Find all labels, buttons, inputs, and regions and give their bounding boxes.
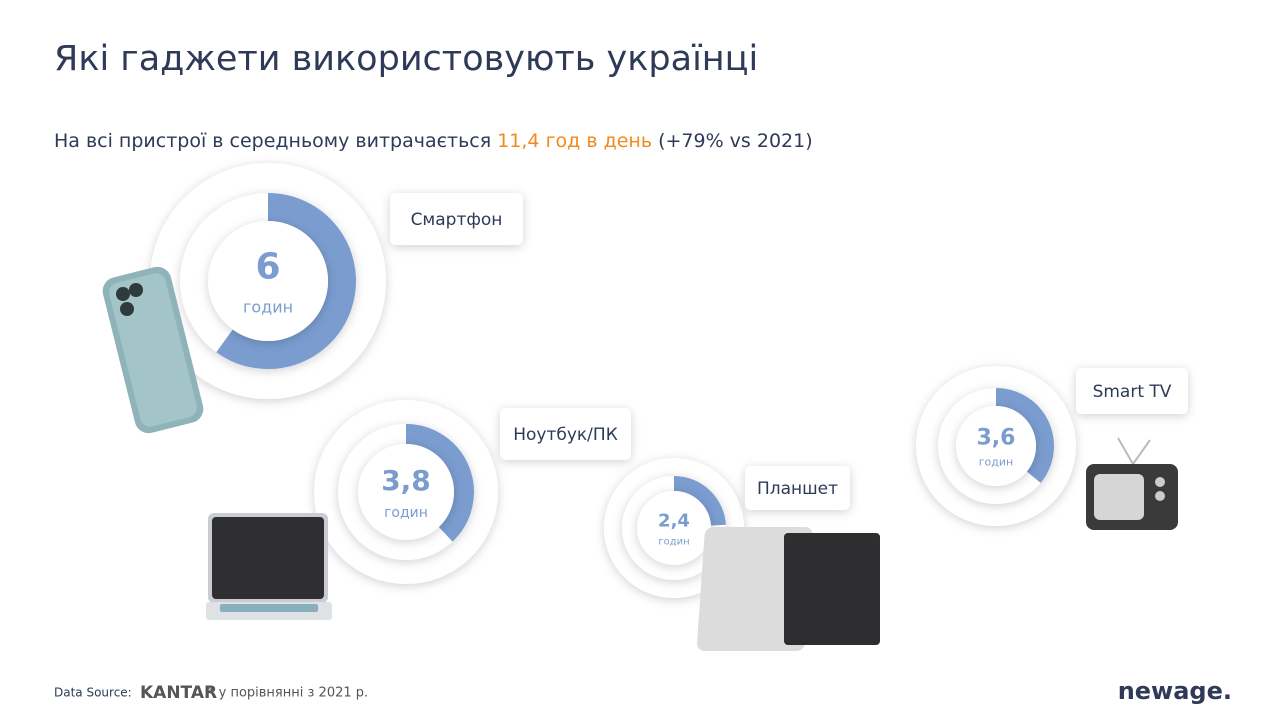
device-label: Ноутбук/ПК [513,425,618,445]
unit-label: годин [243,298,293,317]
device-label: Смартфон [411,210,503,230]
donut-center [637,491,711,565]
donut-center [208,221,328,341]
donut-center [956,406,1036,486]
tablet-image [697,527,880,651]
value-label: 6 [255,246,280,287]
label-box [745,466,850,510]
label-box [500,408,631,460]
tv-image [1086,437,1178,530]
note: * у порівнянні з 2021 р. [208,686,368,701]
donut-arc [216,193,356,369]
unit-label: годин [658,537,689,548]
phone-image [102,266,204,434]
donut-chart: 6 годин Смартфон [150,163,523,399]
value-label: 2,4 [658,511,690,532]
subtitle-highlight: 11,4 год в день [497,130,652,152]
subtitle-text: На всі пристрої в середньому витрачаєтьс… [54,130,491,152]
value-label: 3,6 [977,425,1016,450]
donut-arc [673,476,726,527]
source: KANTAR [140,683,217,703]
logo: newage. [1118,677,1232,705]
value-label: 3,8 [381,464,431,497]
donut-arc [405,424,474,542]
device-label: Smart TV [1093,382,1172,402]
laptop-image [206,513,332,620]
unit-label: годин [979,456,1013,469]
title: Які гаджети використовують українці [54,39,758,79]
device-label: Планшет [757,479,838,499]
unit-label: годин [384,505,428,521]
donut-center [358,444,454,540]
label-box [1076,368,1188,414]
label-box [390,193,523,245]
donut-chart: 3,6 годин Smart TV [916,366,1188,526]
subtitle-text: (+79% vs 2021) [658,130,813,152]
source-label: Data Source: [54,686,132,700]
donut-arc [995,388,1054,483]
subtitle: На всі пристрої в середньому витрачаєтьс… [54,130,813,152]
donut-chart: 3,8 годин Ноутбук/ПК [314,400,631,584]
